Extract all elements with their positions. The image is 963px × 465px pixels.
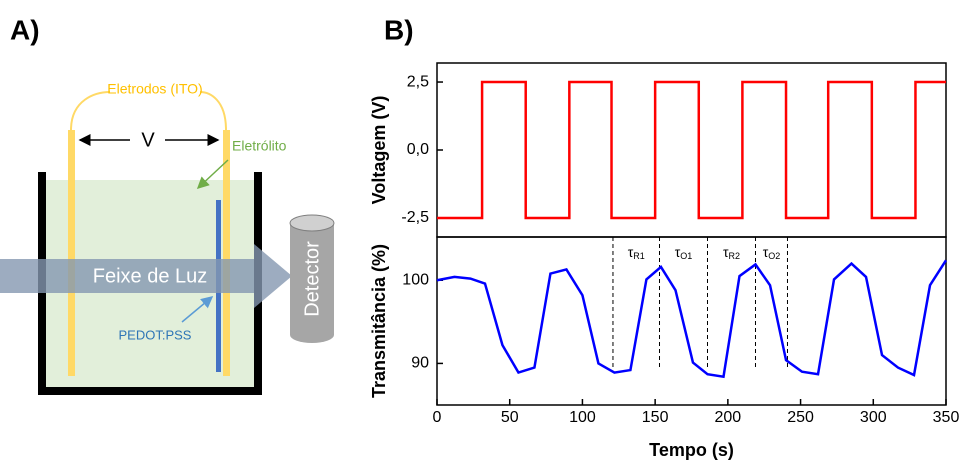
panel-label: B) [384, 14, 414, 45]
diagram: Eletrodos (ITO) V Eletrólito Feixe de Lu… [0, 81, 335, 395]
y-tick-label: 0,0 [407, 141, 429, 158]
annotation-symbol: τ [675, 244, 681, 260]
electrolyte-arrow [196, 159, 229, 190]
x-tick-label: 0 [433, 409, 442, 426]
x-tick-label: 300 [860, 409, 887, 426]
annotation: τR1 [628, 244, 645, 262]
y-tick-label: 90 [411, 355, 429, 372]
light-beam [0, 244, 292, 308]
electrolyte-label: Eletrólito [232, 138, 287, 154]
x-tick-label: 150 [642, 409, 669, 426]
annotation-symbol: τ [763, 244, 769, 260]
beam-label: Feixe de Luz [93, 265, 208, 287]
electrode-leader [70, 91, 227, 131]
annotation: τR2 [723, 244, 740, 262]
data-line [436, 259, 948, 379]
annotation-symbol: τ [723, 244, 729, 260]
detector-label: Detector [301, 241, 323, 317]
y-axis-label: Transmitância (%) [369, 244, 389, 398]
y-tick-label: -2,5 [401, 209, 429, 226]
plot-frame [436, 236, 947, 406]
annotation: τO2 [763, 244, 781, 262]
y-tick-label: 100 [402, 271, 429, 288]
annotation-symbol: τ [628, 244, 634, 260]
annotation: τO1 [675, 244, 693, 262]
detector-base [290, 327, 334, 343]
annotation-subscript: O1 [680, 251, 692, 261]
y-axis-label: Voltagem (V) [369, 96, 389, 205]
x-tick-label: 100 [569, 409, 596, 426]
electrode [68, 130, 75, 376]
x-tick-label: 50 [501, 409, 519, 426]
x-tick-label: 350 [933, 409, 960, 426]
y-tick-label: 2,5 [407, 73, 429, 90]
voltage-label: V [141, 129, 155, 151]
electrode [223, 130, 230, 376]
film-label: PEDOT:PSS [119, 327, 192, 342]
x-tick-label: 250 [787, 409, 814, 426]
data-line [437, 80, 946, 220]
panel-label: A) [10, 14, 40, 45]
x-tick-label: 200 [715, 409, 742, 426]
electrodes-label: Eletrodos (ITO) [107, 81, 202, 97]
detector-top [289, 214, 335, 232]
annotation-subscript: O2 [768, 251, 780, 261]
plot-frame [436, 62, 947, 238]
annotation-subscript: R2 [729, 251, 741, 261]
film-arrow [181, 296, 214, 323]
x-axis-label: Tempo (s) [649, 440, 734, 460]
annotation-subscript: R1 [633, 251, 645, 261]
detector-body [290, 223, 334, 335]
